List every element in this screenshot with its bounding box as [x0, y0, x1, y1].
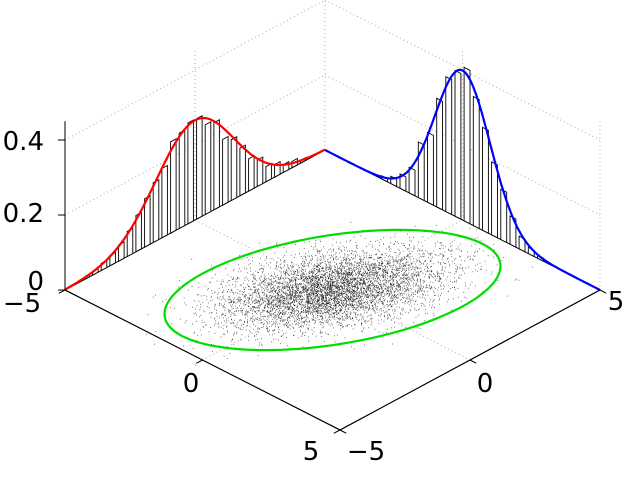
confidence-ellipse [163, 228, 502, 352]
y-tick-label: 5 [608, 287, 625, 317]
histogram-bar [491, 161, 498, 239]
axis-line [599, 289, 607, 294]
histogram-bar [265, 162, 272, 183]
histogram-x-marginal [353, 66, 563, 272]
axis-line [339, 429, 347, 434]
histogram-bar [230, 136, 238, 202]
density-curve-y [64, 116, 326, 291]
histogram-bar [472, 95, 480, 230]
axes [58, 121, 607, 434]
histogram-bar [126, 227, 134, 258]
histogram-bar [408, 166, 416, 197]
z-tick-label: 0 [27, 267, 44, 297]
histogram-bar [204, 121, 212, 216]
histogram-bar [463, 66, 471, 225]
axis-line [333, 429, 341, 434]
histogram-bar [445, 75, 453, 216]
histogram-bar [196, 114, 203, 220]
scatter-points [145, 221, 533, 366]
axis-line [58, 289, 66, 294]
histogram-bar [454, 69, 462, 220]
histogram-bar [170, 138, 177, 234]
histogram-bar [213, 119, 220, 211]
x-tick-label: 0 [183, 369, 200, 399]
histogram-bar [144, 195, 151, 248]
histogram-bar [436, 97, 443, 211]
x-tick-label: −5 [3, 289, 41, 319]
histogram-bar [187, 119, 194, 225]
histogram-bar [239, 144, 246, 197]
histogram-y-marginal [66, 114, 324, 290]
x-tick-label: 5 [303, 437, 320, 467]
grid-lines [64, 0, 601, 361]
z-tick-label: 0.2 [3, 199, 44, 229]
histogram-bar [482, 126, 489, 234]
histogram-bar [500, 188, 508, 244]
histogram-bar [248, 155, 255, 192]
histogram-bar [152, 178, 160, 244]
histogram-bar [399, 173, 407, 192]
histogram-bar [222, 135, 229, 206]
histogram-bar [161, 164, 168, 239]
histogram-bar [118, 241, 125, 262]
y-tick-label: 0 [477, 369, 494, 399]
histogram-bar [256, 156, 264, 188]
axis-line [469, 359, 477, 364]
histogram-bar [135, 211, 142, 253]
y-tick-label: −5 [347, 437, 385, 467]
density-curve-x [324, 68, 601, 291]
z-tick-label: 0.4 [3, 127, 44, 157]
axis-line [196, 359, 203, 364]
histogram-bar [178, 129, 186, 230]
histogram-bar [427, 131, 434, 206]
